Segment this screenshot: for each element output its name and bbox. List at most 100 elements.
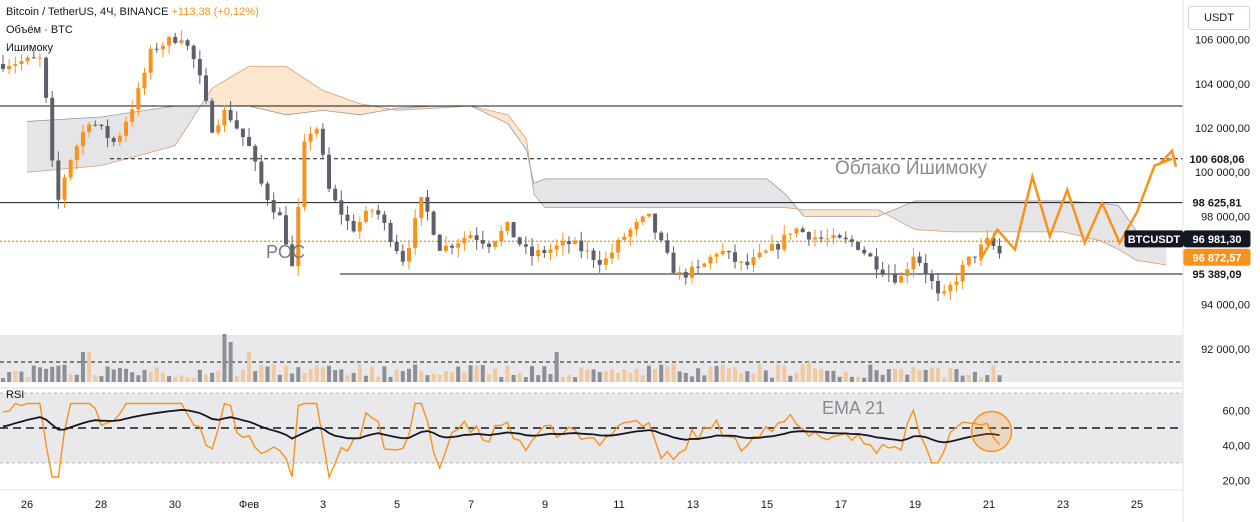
cloud-segment bbox=[804, 209, 878, 217]
candle-body bbox=[216, 125, 221, 133]
volume-bar bbox=[443, 371, 448, 382]
price-change: +113,38 (+0,12%) bbox=[171, 6, 259, 18]
candle-body bbox=[327, 154, 332, 189]
volume-bar bbox=[370, 366, 375, 382]
volume-bar bbox=[320, 367, 325, 382]
ichimoku-indicator-label[interactable]: Ишимоку bbox=[6, 42, 53, 54]
volume-bar bbox=[1, 377, 5, 382]
volume-bar bbox=[856, 376, 861, 382]
candle-body bbox=[831, 235, 836, 239]
currency-badge[interactable]: USDT bbox=[1188, 6, 1250, 30]
volume-bar bbox=[363, 375, 368, 382]
rsi-tick-label: 60,00 bbox=[1222, 406, 1250, 418]
volume-bar bbox=[333, 370, 338, 382]
time-tick-label: 11 bbox=[613, 499, 624, 511]
forecast-arrowhead bbox=[1158, 148, 1178, 168]
volume-bar bbox=[351, 372, 356, 382]
volume-bar bbox=[979, 377, 984, 382]
time-tick-label: 30 bbox=[169, 499, 181, 511]
volume-bar bbox=[597, 371, 602, 382]
volume-bar bbox=[794, 372, 799, 382]
candle-body bbox=[74, 146, 79, 161]
volume-bar bbox=[751, 373, 756, 382]
volume-bar bbox=[19, 371, 24, 382]
volume-bar bbox=[228, 342, 233, 382]
volume-bar bbox=[671, 364, 676, 382]
volume-bar bbox=[831, 370, 836, 382]
candle-body bbox=[179, 40, 184, 43]
time-tick-label: 19 bbox=[909, 499, 921, 511]
rsi-indicator-label[interactable]: RSI bbox=[6, 389, 25, 401]
chart-header: Bitcoin / TetherUS, 4Ч, BINANCE +113,38 … bbox=[6, 6, 259, 18]
volume-bar bbox=[880, 374, 885, 382]
candle-body bbox=[357, 221, 362, 232]
candle-body bbox=[68, 160, 73, 178]
price-tag-label: 96 872,57 bbox=[1193, 252, 1242, 264]
candle-body bbox=[683, 271, 688, 278]
volume-bar bbox=[308, 368, 313, 382]
price-tick-label: 94 000,00 bbox=[1201, 300, 1250, 312]
volume-bar bbox=[93, 374, 98, 382]
rsi-tick-label: 40,00 bbox=[1222, 441, 1250, 453]
candle-body bbox=[468, 235, 473, 239]
volume-bar bbox=[917, 369, 922, 382]
volume-bar bbox=[726, 368, 731, 382]
volume-bar bbox=[419, 371, 424, 382]
candle-body bbox=[880, 269, 885, 274]
volume-bar bbox=[124, 368, 129, 382]
price-tick-label: 104 000,00 bbox=[1195, 79, 1250, 91]
price-tag-label: 95 389,09 bbox=[1193, 269, 1242, 281]
volume-bar bbox=[80, 352, 85, 382]
candle-body bbox=[573, 240, 578, 245]
volume-bar bbox=[357, 364, 362, 382]
volume-bar bbox=[179, 375, 184, 382]
volume-bar bbox=[819, 369, 824, 382]
candle-body bbox=[929, 274, 934, 281]
candle-body bbox=[813, 237, 818, 240]
cloud-segment bbox=[533, 178, 545, 208]
candle-body bbox=[708, 256, 713, 264]
cloud-segment bbox=[323, 90, 360, 115]
volume-bar bbox=[837, 376, 842, 382]
time-tick-label: Фев bbox=[239, 499, 259, 511]
rsi-ema-line bbox=[2, 409, 1000, 444]
candle-body bbox=[142, 72, 147, 89]
candle-body bbox=[290, 244, 295, 267]
volume-indicator-label[interactable]: Объём · BTC bbox=[6, 24, 73, 36]
volume-bar bbox=[450, 372, 455, 382]
candle-body bbox=[646, 213, 651, 217]
candle-body bbox=[99, 124, 104, 127]
candle-body bbox=[437, 234, 442, 251]
candle-body bbox=[462, 238, 467, 244]
time-axis: 26 28 30 Фев 3 5 7 9 11 13 15 17 19 21 23 25 bbox=[0, 489, 1183, 511]
volume-bar bbox=[74, 374, 79, 382]
candle-body bbox=[499, 230, 504, 242]
symbol-title[interactable]: Bitcoin / TetherUS, 4Ч, BINANCE bbox=[6, 6, 169, 18]
candle-body bbox=[456, 243, 461, 248]
volume-bar bbox=[616, 372, 621, 382]
candle-body bbox=[339, 200, 344, 215]
volume-bar bbox=[204, 374, 209, 382]
candle-body bbox=[616, 239, 621, 253]
volume-bar bbox=[505, 365, 510, 382]
candle-body bbox=[886, 273, 891, 275]
ichimoku-cloud bbox=[26, 65, 1167, 266]
volume-bar bbox=[702, 375, 707, 382]
candle-body bbox=[566, 241, 571, 245]
volume-bar bbox=[622, 369, 627, 382]
volume-bar bbox=[437, 374, 442, 382]
candle-body bbox=[191, 45, 196, 60]
volume-bar bbox=[493, 368, 498, 382]
volume-bar bbox=[548, 374, 553, 382]
candle-body bbox=[277, 212, 282, 216]
time-tick-label: 21 bbox=[983, 499, 995, 511]
volume-bar bbox=[240, 369, 245, 382]
volume-bar bbox=[253, 371, 258, 382]
candle-body bbox=[56, 160, 61, 200]
candle-body bbox=[130, 109, 135, 122]
candle-body bbox=[542, 250, 547, 254]
volume-bar bbox=[868, 364, 873, 382]
volume-bar bbox=[388, 376, 393, 382]
